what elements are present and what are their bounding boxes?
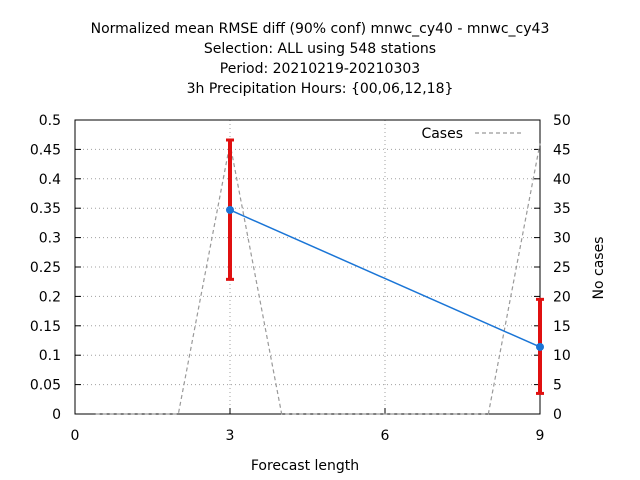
y2-tick-label: 15 <box>553 319 571 335</box>
axes-layer: 0 0.05 0.1 0.15 0.2 0.25 0.3 0.35 0.4 0.45 0.5 0 5 10… <box>30 113 571 444</box>
y2-tick-label: 30 <box>553 231 571 247</box>
x-tick-label: 9 <box>536 428 545 444</box>
x-tick-label: 0 <box>71 428 80 444</box>
y2-tick-label: 5 <box>553 378 562 394</box>
legend-label-cases: Cases <box>421 126 463 142</box>
y-tick-label: 0.45 <box>30 142 61 158</box>
y2-tick-label: 25 <box>553 260 571 276</box>
y-tick-label: 0.15 <box>30 319 61 335</box>
y-tick-label: 0.4 <box>39 172 61 188</box>
y-tick-label: 0.3 <box>39 231 61 247</box>
y-tick-label: 0.1 <box>39 348 61 364</box>
series-layer <box>95 138 544 415</box>
cases-line <box>95 143 541 415</box>
legend-layer: Cases <box>421 126 522 142</box>
chart-title-line-4: 3h Precipitation Hours: {00,06,12,18} <box>186 81 454 97</box>
y-tick-label: 0.5 <box>39 113 61 129</box>
chart-title-line-2: Selection: ALL using 548 stations <box>203 41 437 57</box>
chart-title-line-1: Normalized mean RMSE diff (90% conf) mnw… <box>90 21 550 37</box>
y-tick-label: 0.2 <box>39 289 61 305</box>
x-axis-label: Forecast length <box>251 458 359 474</box>
y2-tick-label: 20 <box>553 289 571 305</box>
y2-tick-label: 35 <box>553 201 571 217</box>
y-tick-label: 0 <box>52 407 61 423</box>
x-tick-label: 6 <box>381 428 390 444</box>
y-tick-label: 0.35 <box>30 201 61 217</box>
y2-tick-label: 40 <box>553 172 571 188</box>
data-point <box>226 205 234 214</box>
rmse-diff-line <box>229 209 541 348</box>
y-tick-label: 0.25 <box>30 260 61 276</box>
y2-tick-label: 45 <box>553 142 571 158</box>
data-point <box>536 342 544 351</box>
y-tick-label: 0.05 <box>30 378 61 394</box>
y2-tick-label: 10 <box>553 348 571 364</box>
x-tick-label: 3 <box>226 428 235 444</box>
chart-title-line-3: Period: 20210219-20210303 <box>219 61 421 77</box>
y2-axis-label: No cases <box>591 237 607 300</box>
y2-tick-label: 0 <box>553 407 562 423</box>
grid-layer <box>75 120 540 414</box>
y2-tick-label: 50 <box>553 113 571 129</box>
